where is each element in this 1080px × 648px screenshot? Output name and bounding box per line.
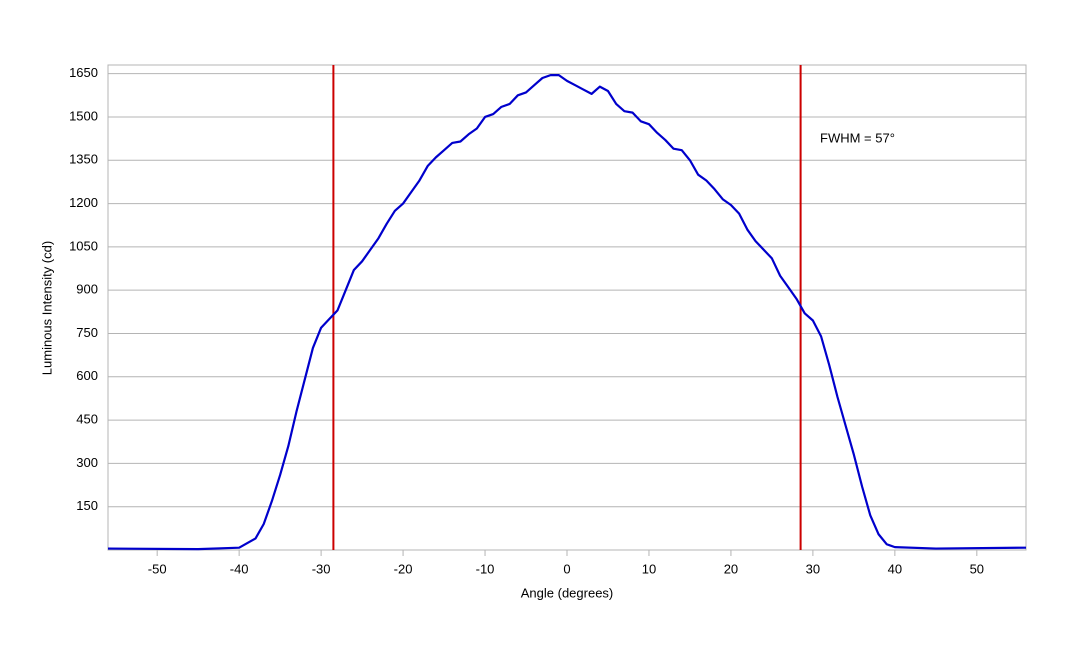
y-tick-label: 1650 (69, 65, 98, 80)
y-tick-label: 1200 (69, 195, 98, 210)
plot-border (107, 64, 1027, 551)
y-tick-label: 750 (76, 325, 98, 340)
x-tick-label: -30 (312, 561, 331, 576)
x-tick-label: 10 (642, 561, 656, 576)
y-tick-label: 150 (76, 498, 98, 513)
y-tick-label: 600 (76, 368, 98, 383)
x-tick-label: -10 (476, 561, 495, 576)
x-tick-label: 50 (970, 561, 984, 576)
y-tick-label: 900 (76, 282, 98, 297)
x-tick-label: 20 (724, 561, 738, 576)
y-tick-label: 450 (76, 412, 98, 427)
annotation: FWHM = 57° (820, 130, 895, 145)
y-tick-label: 1050 (69, 238, 98, 253)
y-axis-label: Luminous Intensity (cd) (39, 241, 54, 375)
data-line (107, 74, 1027, 551)
x-tick-label: 0 (563, 561, 570, 576)
x-axis-label: Angle (degrees) (521, 585, 614, 600)
x-tick-label: 30 (806, 561, 820, 576)
y-tick-label: 1500 (69, 108, 98, 123)
y-tick-label: 300 (76, 455, 98, 470)
x-tick-label: -50 (148, 561, 167, 576)
x-tick-label: -40 (230, 561, 249, 576)
x-tick-label: 40 (888, 561, 902, 576)
y-tick-label: 1350 (69, 152, 98, 167)
x-tick-label: -20 (394, 561, 413, 576)
